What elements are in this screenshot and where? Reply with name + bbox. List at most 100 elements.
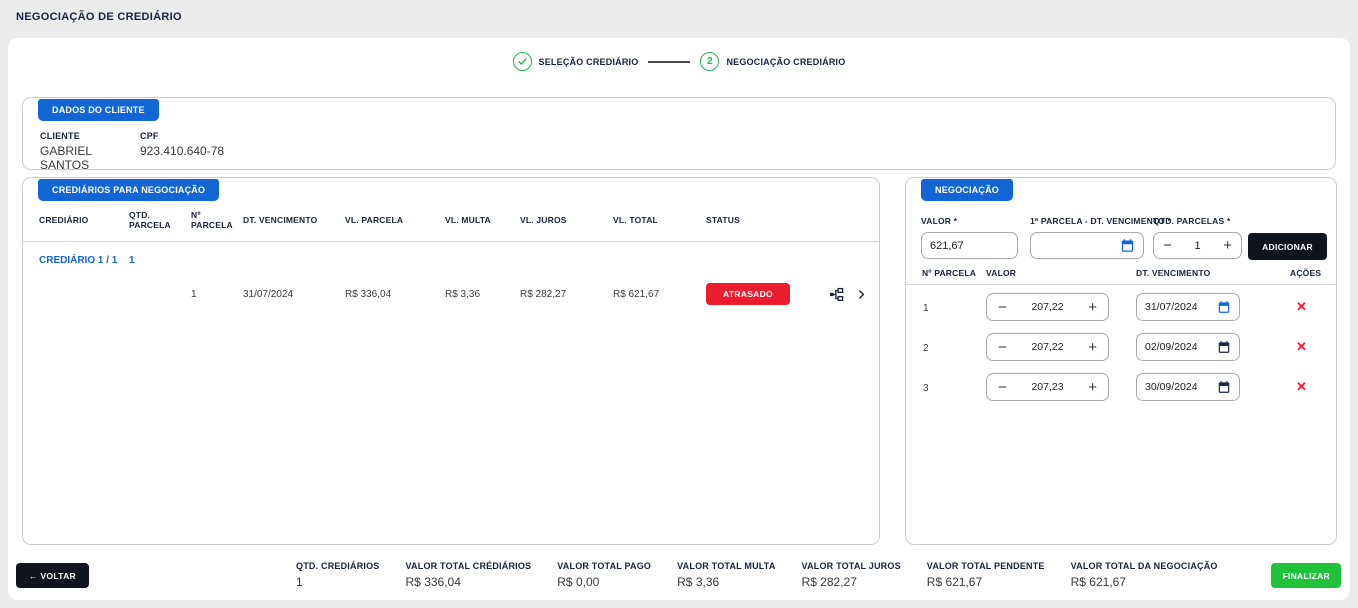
client-name-value: GABRIEL SANTOS: [40, 144, 140, 172]
parcela-valor: 207,22: [1031, 341, 1063, 353]
client-cpf-value: 923.410.640-78: [140, 144, 224, 158]
parcela-number: 1: [923, 303, 929, 314]
col-dt-vencimento: DT. VENCIMENTO: [243, 215, 345, 225]
stat-qtd-crediarios: QTD. CREDIÁRIOS 1: [296, 561, 380, 589]
minus-icon[interactable]: −: [1163, 238, 1172, 253]
plus-icon[interactable]: +: [1088, 380, 1097, 395]
step-selecao-crediario[interactable]: SELEÇÃO CREDIÁRIO: [513, 52, 639, 71]
primeira-parcela-label: 1ª PARCELA - DT. VENCIMENTO *: [1030, 216, 1144, 226]
parcela-valor-stepper: − 207,22 +: [986, 293, 1109, 321]
client-data-card: DADOS DO CLIENTE CLIENTE GABRIEL SANTOS …: [22, 97, 1336, 170]
step-negociacao-crediario[interactable]: 2 NEGOCIAÇÃO CREDIÁRIO: [700, 52, 845, 71]
parcela-date-input[interactable]: 02/09/2024: [1136, 333, 1240, 361]
detail-vl-multa: R$ 3,36: [445, 289, 520, 300]
col-n-parcela: Nº PARCELA: [191, 210, 243, 230]
crediarios-panel-badge: CREDIÁRIOS PARA NEGOCIAÇÃO: [38, 179, 219, 201]
parcela-date: 31/07/2024: [1145, 301, 1198, 313]
stat-valor-total-pendente: VALOR TOTAL PENDENTE R$ 621,67: [927, 561, 1045, 589]
client-cpf-label: CPF: [140, 131, 224, 141]
voltar-button[interactable]: ← VOLTAR: [16, 563, 89, 588]
calendar-icon[interactable]: [1217, 340, 1231, 354]
page-title: NEGOCIAÇÃO DE CREDIÁRIO: [16, 11, 182, 23]
minus-icon[interactable]: −: [998, 300, 1007, 315]
client-card-badge: DADOS DO CLIENTE: [38, 99, 159, 121]
detail-vl-total: R$ 621,67: [613, 289, 706, 300]
remove-parcela-icon[interactable]: ✕: [1296, 300, 1307, 313]
parcela-row: 3 − 207,23 + 30/09/2024 ✕: [906, 370, 1336, 410]
client-name-label: CLIENTE: [40, 131, 140, 141]
parcela-number: 3: [923, 383, 929, 394]
parcelas-rows: 1 − 207,22 + 31/07/2024 ✕ 2 −: [906, 290, 1336, 410]
col-valor: VALOR: [986, 268, 1016, 278]
parcela-date-input[interactable]: 31/07/2024: [1136, 293, 1240, 321]
stat-valor-total-juros: VALOR TOTAL JUROS R$ 282,27: [802, 561, 901, 589]
remove-parcela-icon[interactable]: ✕: [1296, 380, 1307, 393]
parcelas-table-header: Nº PARCELA VALOR DT. VENCIMENTO AÇÕES: [906, 268, 1336, 285]
col-n-parcela: Nº PARCELA: [922, 268, 976, 278]
col-vl-multa: VL. MULTA: [445, 215, 520, 225]
finalizar-button[interactable]: FINALIZAR: [1271, 563, 1341, 588]
parcela-row: 1 − 207,22 + 31/07/2024 ✕: [906, 290, 1336, 330]
adicionar-button[interactable]: ADICIONAR: [1248, 233, 1327, 260]
col-acoes: AÇÕES: [1290, 268, 1321, 278]
stat-valor-total-negociacao: VALOR TOTAL DA NEGOCIAÇÃO R$ 621,67: [1071, 561, 1218, 589]
group-qtd-parcela: 1: [129, 255, 191, 266]
col-vl-parcela: VL. PARCELA: [345, 215, 445, 225]
valor-input[interactable]: [930, 240, 1009, 252]
step-connector: [648, 61, 690, 63]
valor-label: VALOR *: [921, 216, 1018, 226]
parcela-date-input[interactable]: 30/09/2024: [1136, 373, 1240, 401]
qtd-parcelas-label: QTD. PARCELAS *: [1153, 216, 1242, 226]
detail-vl-juros: R$ 282,27: [520, 289, 613, 300]
stat-valor-total-multa: VALOR TOTAL MULTA R$ 3,36: [677, 561, 775, 589]
primeira-parcela-input[interactable]: [1039, 240, 1120, 252]
parcela-valor: 207,22: [1031, 301, 1063, 313]
crediarios-panel: CREDIÁRIOS PARA NEGOCIAÇÃO CREDIÁRIO QTD…: [22, 177, 880, 545]
status-badge: ATRASADO: [706, 283, 790, 305]
remove-parcela-icon[interactable]: ✕: [1296, 340, 1307, 353]
calendar-icon[interactable]: [1120, 238, 1135, 253]
detail-n-parcela: 1: [191, 289, 243, 300]
parcela-date: 30/09/2024: [1145, 381, 1198, 393]
valor-field: VALOR *: [921, 216, 1018, 259]
stat-valor-total-pago: VALOR TOTAL PAGO R$ 0,00: [557, 561, 651, 589]
col-status: STATUS: [706, 215, 806, 225]
footer-stats: QTD. CREDIÁRIOS 1 VALOR TOTAL CRÉDIÁRIOS…: [296, 561, 1218, 589]
negociacao-panel: NEGOCIAÇÃO VALOR * 1ª PARCELA - DT. VENC…: [905, 177, 1337, 545]
client-fields: CLIENTE GABRIEL SANTOS CPF 923.410.640-7…: [40, 131, 224, 172]
plus-icon[interactable]: +: [1088, 300, 1097, 315]
parcela-row: 2 − 207,22 + 02/09/2024 ✕: [906, 330, 1336, 370]
plus-icon[interactable]: +: [1223, 238, 1232, 253]
detail-vl-parcela: R$ 336,04: [345, 289, 445, 300]
crediarios-table-header: CREDIÁRIO QTD. PARCELA Nº PARCELA DT. VE…: [23, 210, 879, 242]
parcela-valor-stepper: − 207,23 +: [986, 373, 1109, 401]
tree-icon[interactable]: [829, 287, 844, 302]
chevron-right-icon[interactable]: [855, 288, 868, 301]
qtd-parcelas-field: QTD. PARCELAS * − 1 +: [1153, 216, 1242, 259]
col-dt-vencimento: DT. VENCIMENTO: [1136, 268, 1210, 278]
col-crediario: CREDIÁRIO: [39, 215, 129, 225]
col-vl-juros: VL. JUROS: [520, 215, 613, 225]
calendar-icon[interactable]: [1217, 380, 1231, 394]
negociacao-panel-badge: NEGOCIAÇÃO: [921, 179, 1013, 201]
parcela-number: 2: [923, 343, 929, 354]
qtd-parcelas-value: 1: [1194, 240, 1200, 252]
col-qtd-parcela: QTD. PARCELA: [129, 210, 191, 230]
minus-icon[interactable]: −: [998, 380, 1007, 395]
step-label: SELEÇÃO CREDIÁRIO: [539, 57, 639, 67]
step-number: 2: [700, 52, 719, 71]
group-crediario-link[interactable]: CREDIÁRIO 1 / 1: [39, 255, 129, 266]
step-label: NEGOCIAÇÃO CREDIÁRIO: [726, 57, 845, 67]
parcela-valor: 207,23: [1031, 381, 1063, 393]
plus-icon[interactable]: +: [1088, 340, 1097, 355]
calendar-icon[interactable]: [1217, 300, 1231, 314]
check-icon: [513, 52, 532, 71]
client-cpf-field: CPF 923.410.640-78: [140, 131, 224, 172]
col-vl-total: VL. TOTAL: [613, 215, 706, 225]
crediario-detail-row: 1 31/07/2024 R$ 336,04 R$ 3,36 R$ 282,27…: [23, 283, 879, 305]
crediario-group-row[interactable]: CREDIÁRIO 1 / 1 1: [23, 255, 879, 266]
main-card: SELEÇÃO CREDIÁRIO 2 NEGOCIAÇÃO CREDIÁRIO…: [8, 38, 1350, 600]
minus-icon[interactable]: −: [998, 340, 1007, 355]
stat-valor-total-crediarios: VALOR TOTAL CRÉDIÁRIOS R$ 336,04: [406, 561, 532, 589]
primeira-parcela-field: 1ª PARCELA - DT. VENCIMENTO *: [1030, 216, 1144, 259]
